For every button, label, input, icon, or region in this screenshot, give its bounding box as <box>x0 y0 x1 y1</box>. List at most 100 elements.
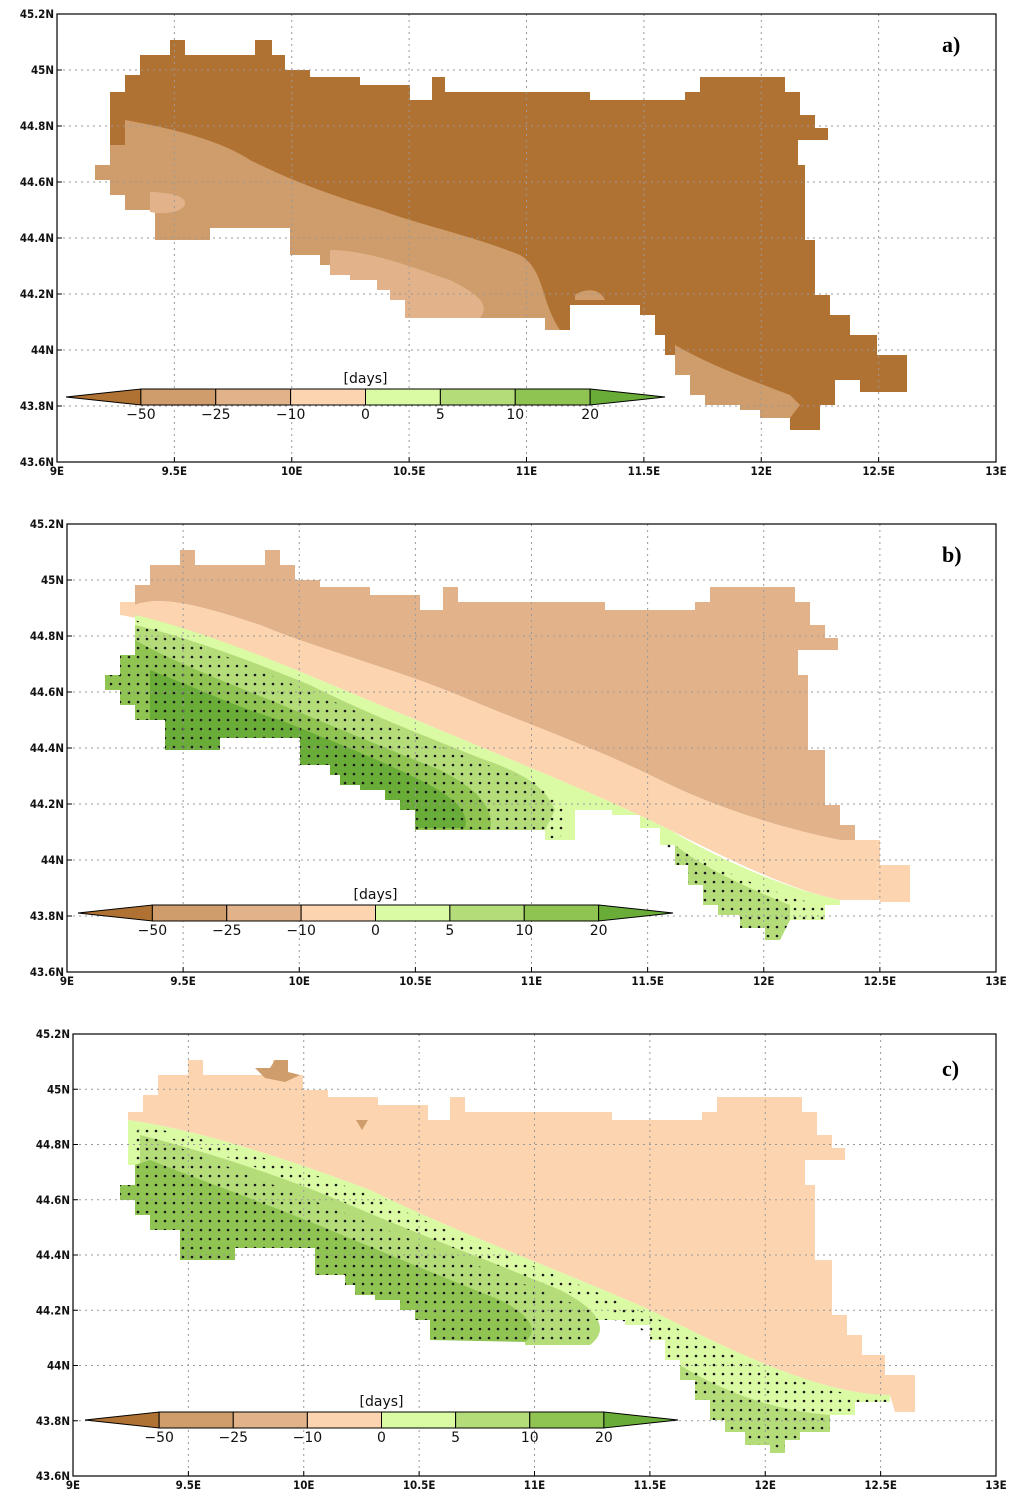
x-tick-label: 13E <box>985 464 1006 478</box>
map-svg-b: 9E 9.5E 10E 10.5E 11E 11.5E 12E 12.5E 13E 43.6N 43… <box>30 517 1007 988</box>
x-tick-label: 9E <box>66 1478 80 1492</box>
map-panel-a: 9E 9.5E 10E 10.5E 11E 11.5E 12E 12.5E 13E 43.6N 43… <box>0 0 1013 492</box>
colorbar-segment <box>523 904 600 922</box>
region-fill-group <box>95 40 907 430</box>
x-tick-label: 9E <box>60 974 74 988</box>
colorbar: −50 −25 −10 0 5 10 20 [days] <box>77 887 674 939</box>
colorbar: −50 −25 −10 0 5 10 20 [days] <box>65 371 666 423</box>
x-tick-label: 10.5E <box>393 464 426 478</box>
colorbar-level-label: −25 <box>218 1430 248 1446</box>
colorbar-level-label: 20 <box>595 1430 613 1446</box>
map-svg-c: 9E 9.5E 10E 10.5E 11E 11.5E 12E 12.5E 13E 43.6N 43… <box>36 1027 1007 1492</box>
y-tick-label: 43.6N <box>36 1469 70 1483</box>
panel-label: c) <box>942 1056 959 1081</box>
x-tick-label: 11E <box>516 464 537 478</box>
x-tick-label: 10E <box>293 1478 314 1492</box>
x-tick-label: 12.5E <box>864 974 897 988</box>
x-tick-label: 11E <box>521 974 542 988</box>
colorbar-title: [days] <box>360 1394 404 1410</box>
y-tick-label: 44.4N <box>20 231 54 245</box>
colorbar-segment <box>158 1411 234 1429</box>
region-fill-group <box>105 550 910 940</box>
colorbar-segment <box>215 388 292 406</box>
x-tick-label: 9.5E <box>162 464 187 478</box>
region-class-m10 <box>128 1060 915 1412</box>
y-tick-label: 44.4N <box>36 1248 70 1262</box>
colorbar-segment <box>381 1411 457 1429</box>
colorbar-low-end <box>65 388 142 406</box>
x-tick-label: 12E <box>753 974 774 988</box>
x-tick-label: 12.5E <box>864 1478 897 1492</box>
y-tick-label: 43.6N <box>30 965 64 979</box>
colorbar-title: [days] <box>344 371 388 387</box>
colorbar-level-label: 5 <box>445 923 454 939</box>
y-tick-label: 44.6N <box>30 685 64 699</box>
map-svg-a: 9E 9.5E 10E 10.5E 11E 11.5E 12E 12.5E 13E 43.6N 43… <box>20 7 1007 478</box>
y-tick-label: 44.8N <box>36 1138 70 1152</box>
y-tick-label: 44.2N <box>36 1303 70 1317</box>
x-tick-label: 9E <box>50 464 64 478</box>
colorbar-segment <box>449 904 525 922</box>
colorbar: −50 −25 −10 0 5 10 20 [days] <box>84 1394 679 1446</box>
graticule <box>73 1034 996 1476</box>
y-tick-label: 44.4N <box>30 741 64 755</box>
colorbar-segment <box>365 388 441 406</box>
colorbar-high-end <box>603 1411 679 1429</box>
x-tick-label: 9.5E <box>176 1478 201 1492</box>
colorbar-level-label: −50 <box>126 407 156 423</box>
colorbar-level-label: −10 <box>293 1430 323 1446</box>
y-tick-label: 43.8N <box>30 909 64 923</box>
x-tick-label: 11.5E <box>628 464 661 478</box>
y-tick-label: 45N <box>41 573 64 587</box>
colorbar-segment <box>455 1411 531 1429</box>
graticule <box>57 14 996 462</box>
colorbar-level-label: 5 <box>436 407 445 423</box>
y-tick-label: 45.2N <box>30 517 64 531</box>
region-class-m25 <box>120 550 855 840</box>
region-class-m25-spot <box>255 1060 300 1082</box>
x-tick-label: 10.5E <box>403 1478 436 1492</box>
y-tick-label: 44.6N <box>20 175 54 189</box>
panel-label: a) <box>942 32 960 57</box>
x-tick-label: 10.5E <box>399 974 432 988</box>
colorbar-level-label: 10 <box>521 1430 539 1446</box>
stippling-overlay <box>120 1125 890 1453</box>
map-panel-c: 9E 9.5E 10E 10.5E 11E 11.5E 12E 12.5E 13E 43.6N 43… <box>0 1020 1013 1496</box>
region-class-m10-west <box>150 192 185 214</box>
panel-label: b) <box>942 542 962 567</box>
region-class-m50 <box>95 40 907 430</box>
colorbar-level-label: 20 <box>590 923 608 939</box>
region-class-m10 <box>330 250 484 318</box>
colorbar-low-end <box>77 904 153 922</box>
graticule <box>67 524 996 972</box>
y-tick-label: 44N <box>41 853 64 867</box>
colorbar-level-label: 0 <box>377 1430 386 1446</box>
x-tick-label: 13E <box>985 1478 1006 1492</box>
x-tick-label: 10E <box>289 974 310 988</box>
x-tick-label: 11.5E <box>634 1478 667 1492</box>
y-tick-label: 45N <box>31 63 54 77</box>
colorbar-level-label: −50 <box>138 923 168 939</box>
colorbar-high-end <box>598 904 674 922</box>
y-tick-label: 45N <box>47 1082 70 1096</box>
colorbar-segment <box>232 1411 308 1429</box>
region-class-m25 <box>95 120 560 330</box>
x-tick-label: 11E <box>524 1478 545 1492</box>
colorbar-level-label: −25 <box>201 407 231 423</box>
colorbar-segment <box>529 1411 605 1429</box>
x-tick-label: 10E <box>281 464 302 478</box>
y-tick-label: 44N <box>47 1359 70 1373</box>
colorbar-segment <box>514 388 591 406</box>
y-tick-label: 43.6N <box>20 455 54 469</box>
y-tick-label: 45.2N <box>20 7 54 21</box>
colorbar-level-label: −50 <box>144 1430 174 1446</box>
colorbar-level-label: 10 <box>515 923 533 939</box>
y-tick-label: 44.2N <box>20 287 54 301</box>
colorbar-title: [days] <box>354 887 398 903</box>
colorbar-segment <box>375 904 451 922</box>
axis-ticks: 9E 9.5E 10E 10.5E 11E 11.5E 12E 12.5E 13E 43.6N 43… <box>20 7 1007 478</box>
stippling-overlay <box>105 620 567 840</box>
y-tick-label: 44.8N <box>30 629 64 643</box>
colorbar-level-label: −10 <box>286 923 316 939</box>
colorbar-level-label: 5 <box>451 1430 460 1446</box>
